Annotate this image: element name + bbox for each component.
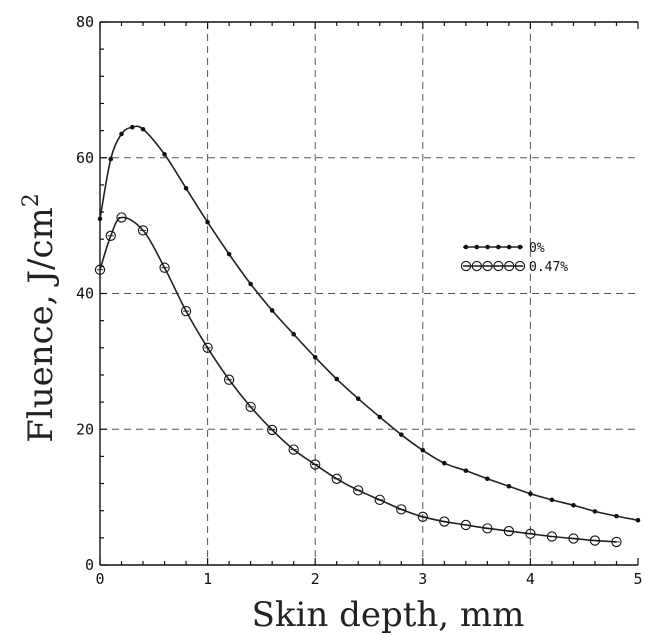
- data-point: [269, 308, 275, 313]
- data-point: [417, 511, 428, 522]
- data-point: [248, 281, 253, 287]
- legend-label: 0.47%: [529, 260, 568, 275]
- data-point: [129, 124, 135, 130]
- data-point: [116, 212, 127, 223]
- legend-marker: [460, 260, 472, 272]
- data-point: [159, 262, 170, 273]
- data-point: [245, 401, 256, 413]
- y-tick-label: 20: [76, 420, 94, 438]
- data-point: [312, 355, 318, 360]
- data-point: [288, 444, 299, 455]
- ticks: 0 1 2 3 4 5 0 20 40 60 80: [76, 13, 643, 588]
- y-axis-title-main: Fluence, J/cm: [21, 207, 61, 443]
- data-point: [485, 476, 490, 482]
- series-layer: [94, 124, 641, 548]
- legend-marker: [504, 260, 515, 272]
- data-point: [355, 396, 361, 402]
- data-point: [377, 414, 383, 420]
- x-tick-label: 2: [311, 570, 320, 588]
- x-axis-title: Skin depth, mm: [252, 595, 525, 635]
- data-point: [374, 494, 385, 505]
- y-tick-label: 40: [76, 285, 94, 303]
- legend-label: 0%: [529, 241, 545, 256]
- data-point: [334, 376, 340, 382]
- data-point: [180, 305, 192, 317]
- data-point: [183, 185, 189, 191]
- data-point: [420, 447, 426, 453]
- data-point: [525, 528, 536, 539]
- data-point: [310, 459, 321, 470]
- data-point: [331, 473, 342, 484]
- data-point: [442, 460, 447, 466]
- data-point: [267, 424, 278, 436]
- data-point: [568, 533, 579, 544]
- legend-marker: [506, 244, 512, 250]
- legend-entry: 0.47%: [460, 260, 568, 275]
- y-axis-title: Fluence, J/cm2: [19, 193, 61, 443]
- data-point: [589, 535, 601, 546]
- legend-marker: [514, 260, 526, 272]
- legend-marker: [496, 244, 501, 250]
- data-point: [398, 432, 404, 437]
- series-1: [97, 124, 641, 523]
- y-tick-label: 80: [76, 13, 94, 31]
- data-point: [546, 531, 558, 542]
- grid: [100, 22, 638, 565]
- legend-marker: [482, 260, 493, 272]
- x-tick-label: 1: [203, 570, 212, 588]
- data-point: [635, 517, 641, 523]
- data-point: [460, 519, 471, 531]
- data-point: [94, 264, 106, 275]
- data-point: [396, 504, 407, 515]
- data-point: [140, 126, 146, 132]
- legend-marker: [493, 260, 504, 272]
- data-point: [226, 251, 232, 257]
- data-point: [137, 225, 149, 236]
- legend-marker: [485, 244, 490, 250]
- legend-marker: [471, 260, 482, 272]
- data-point: [202, 342, 213, 353]
- data-point: [549, 497, 555, 503]
- data-point: [528, 491, 533, 497]
- data-point: [97, 216, 103, 222]
- legend-entry: 0%: [463, 241, 545, 256]
- series-line: [99, 125, 639, 521]
- data-point: [571, 502, 576, 508]
- y-tick-label: 0: [85, 556, 94, 574]
- data-point: [162, 152, 167, 157]
- y-tick-label: 60: [76, 149, 94, 167]
- legend: 0% 0.47%: [460, 241, 568, 275]
- data-point: [611, 536, 622, 548]
- data-point: [223, 374, 235, 385]
- legend-marker: [517, 244, 523, 250]
- data-point: [119, 131, 124, 137]
- data-point: [108, 156, 114, 162]
- data-point: [503, 525, 515, 537]
- data-point: [482, 523, 493, 534]
- legend-marker: [463, 244, 469, 250]
- data-point: [353, 485, 364, 496]
- data-point: [506, 483, 512, 489]
- data-point: [463, 468, 469, 473]
- data-point: [614, 513, 619, 519]
- data-point: [291, 331, 296, 337]
- data-point: [592, 509, 598, 514]
- series-2: [94, 212, 622, 548]
- data-point: [439, 516, 450, 527]
- x-tick-label: 4: [526, 570, 535, 588]
- data-point: [105, 230, 116, 241]
- y-axis-title-superscript: 2: [19, 193, 44, 207]
- data-point: [205, 219, 210, 225]
- legend-marker: [474, 244, 480, 250]
- x-tick-label: 0: [95, 570, 104, 588]
- x-tick-label: 5: [633, 570, 642, 588]
- x-tick-label: 3: [418, 570, 427, 588]
